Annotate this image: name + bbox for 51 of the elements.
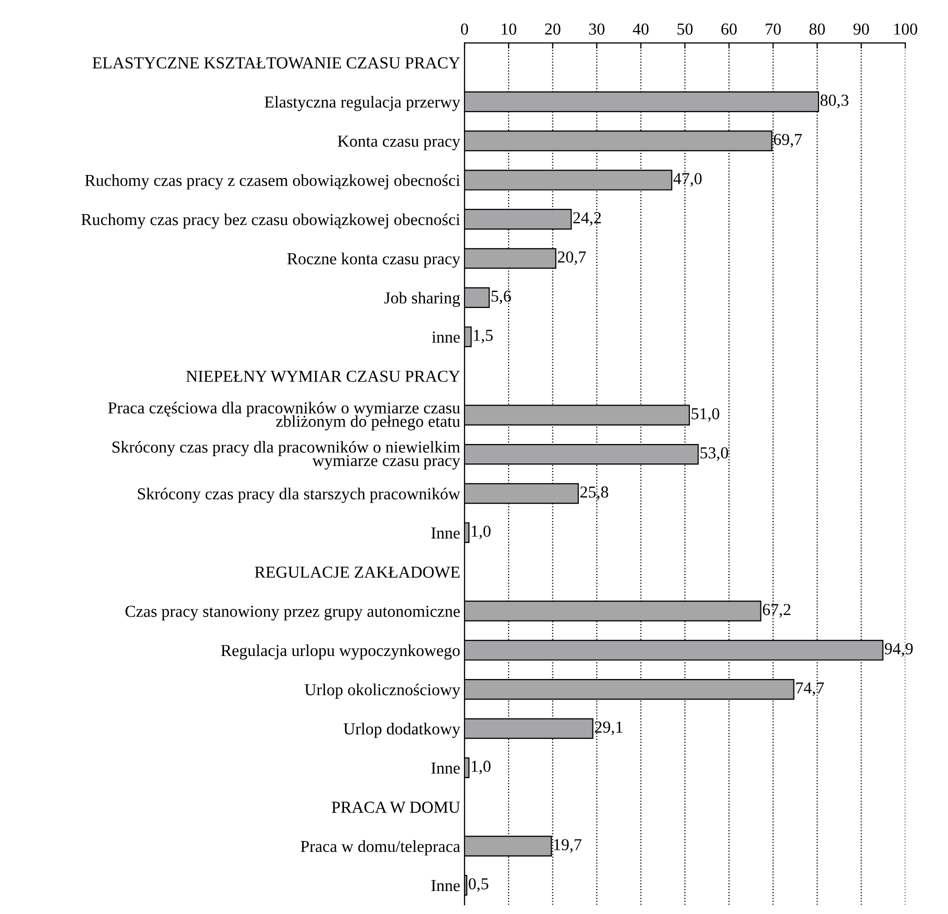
y-tick-label: Urlop okolicznościowy [304,684,460,699]
data-label: 53,0 [700,447,728,461]
data-label: 20,7 [558,251,586,266]
data-label: 1,0 [472,760,491,774]
x-tick-label: 70 [766,23,781,35]
y-tick-label: Czas pracy stanowiony przez grupy autonomiczne [125,606,460,620]
data-label: 24,2 [573,212,601,226]
x-tick-label: 30 [589,23,604,35]
data-label: 80,3 [820,94,848,108]
y-tick-label: Roczne konta czasu pracy [287,252,460,268]
data-label: 29,1 [594,722,622,736]
y-tick-label: Inne [431,762,460,774]
x-tick-label: 40 [632,23,649,35]
y-tick-label: Regulacja urlopu wypoczynkowego [221,644,460,660]
y-tick-label: Ruchomy czas pracy z czasem obowiązkowej obecności [85,174,460,190]
y-tick-label: NIEPEŁNY WYMIAR CZASU PRACY [186,370,460,382]
data-label: 74,7 [796,682,824,696]
data-label: 69,7 [774,134,802,148]
x-tick-label: 60 [721,23,737,35]
y-tick-label: Skrócony czas pracy dla starszych pracowników [138,488,460,503]
y-tick-label: Job sharing [384,292,460,307]
y-tick-label: Konta czasu pracy [338,136,460,150]
data-label: 19,7 [554,839,582,853]
y-tick-label: ELASTYCZNE KSZTAŁTOWANIE CZASU PRACY [92,57,460,69]
data-label: 67,2 [762,604,790,618]
y-tick-label: PRACA W DOMU [332,802,460,813]
y-tick-label: Ruchomy czas pracy bez czasu obowiązkowej obecności [81,213,460,229]
y-tick-label: Inne [431,528,460,539]
y-tick-label: Urlop dodatkowy [344,722,460,738]
data-label: 25,8 [580,486,608,500]
x-tick-label: 10 [502,23,516,35]
y-tick-label: Inne [431,880,460,892]
data-label: 0,5 [468,878,488,892]
y-tick-label: Skrócony czas pracy dla pracowników o niewielkim wymiarze czasu pracy [112,440,460,470]
data-label: 1,5 [474,330,493,344]
y-tick-label: REGULACJE ZAKŁADOWE [254,566,460,578]
x-tick-label: 0 [460,23,468,35]
x-tick-label: 50 [678,23,693,35]
x-tick-label: 90 [853,23,869,35]
x-tick-label: 100 [894,23,918,35]
y-tick-label: Praca w domu/telepraca [300,840,460,856]
data-label: 51,0 [692,408,720,422]
data-label: 5,6 [492,290,511,304]
y-tick-label: Praca częściowa dla pracowników o wymiarze czasu zbliżonym do pełnego etatu [108,402,460,430]
data-label: 47,0 [673,173,702,187]
x-tick-label: 20 [545,23,560,35]
data-label: 94,9 [884,643,913,657]
x-tick-label: 80 [809,23,825,35]
data-label: 1,0 [472,526,491,540]
y-tick-label: Elastyczna regulacja przerwy [264,96,460,112]
y-tick-label: inne [432,332,460,343]
